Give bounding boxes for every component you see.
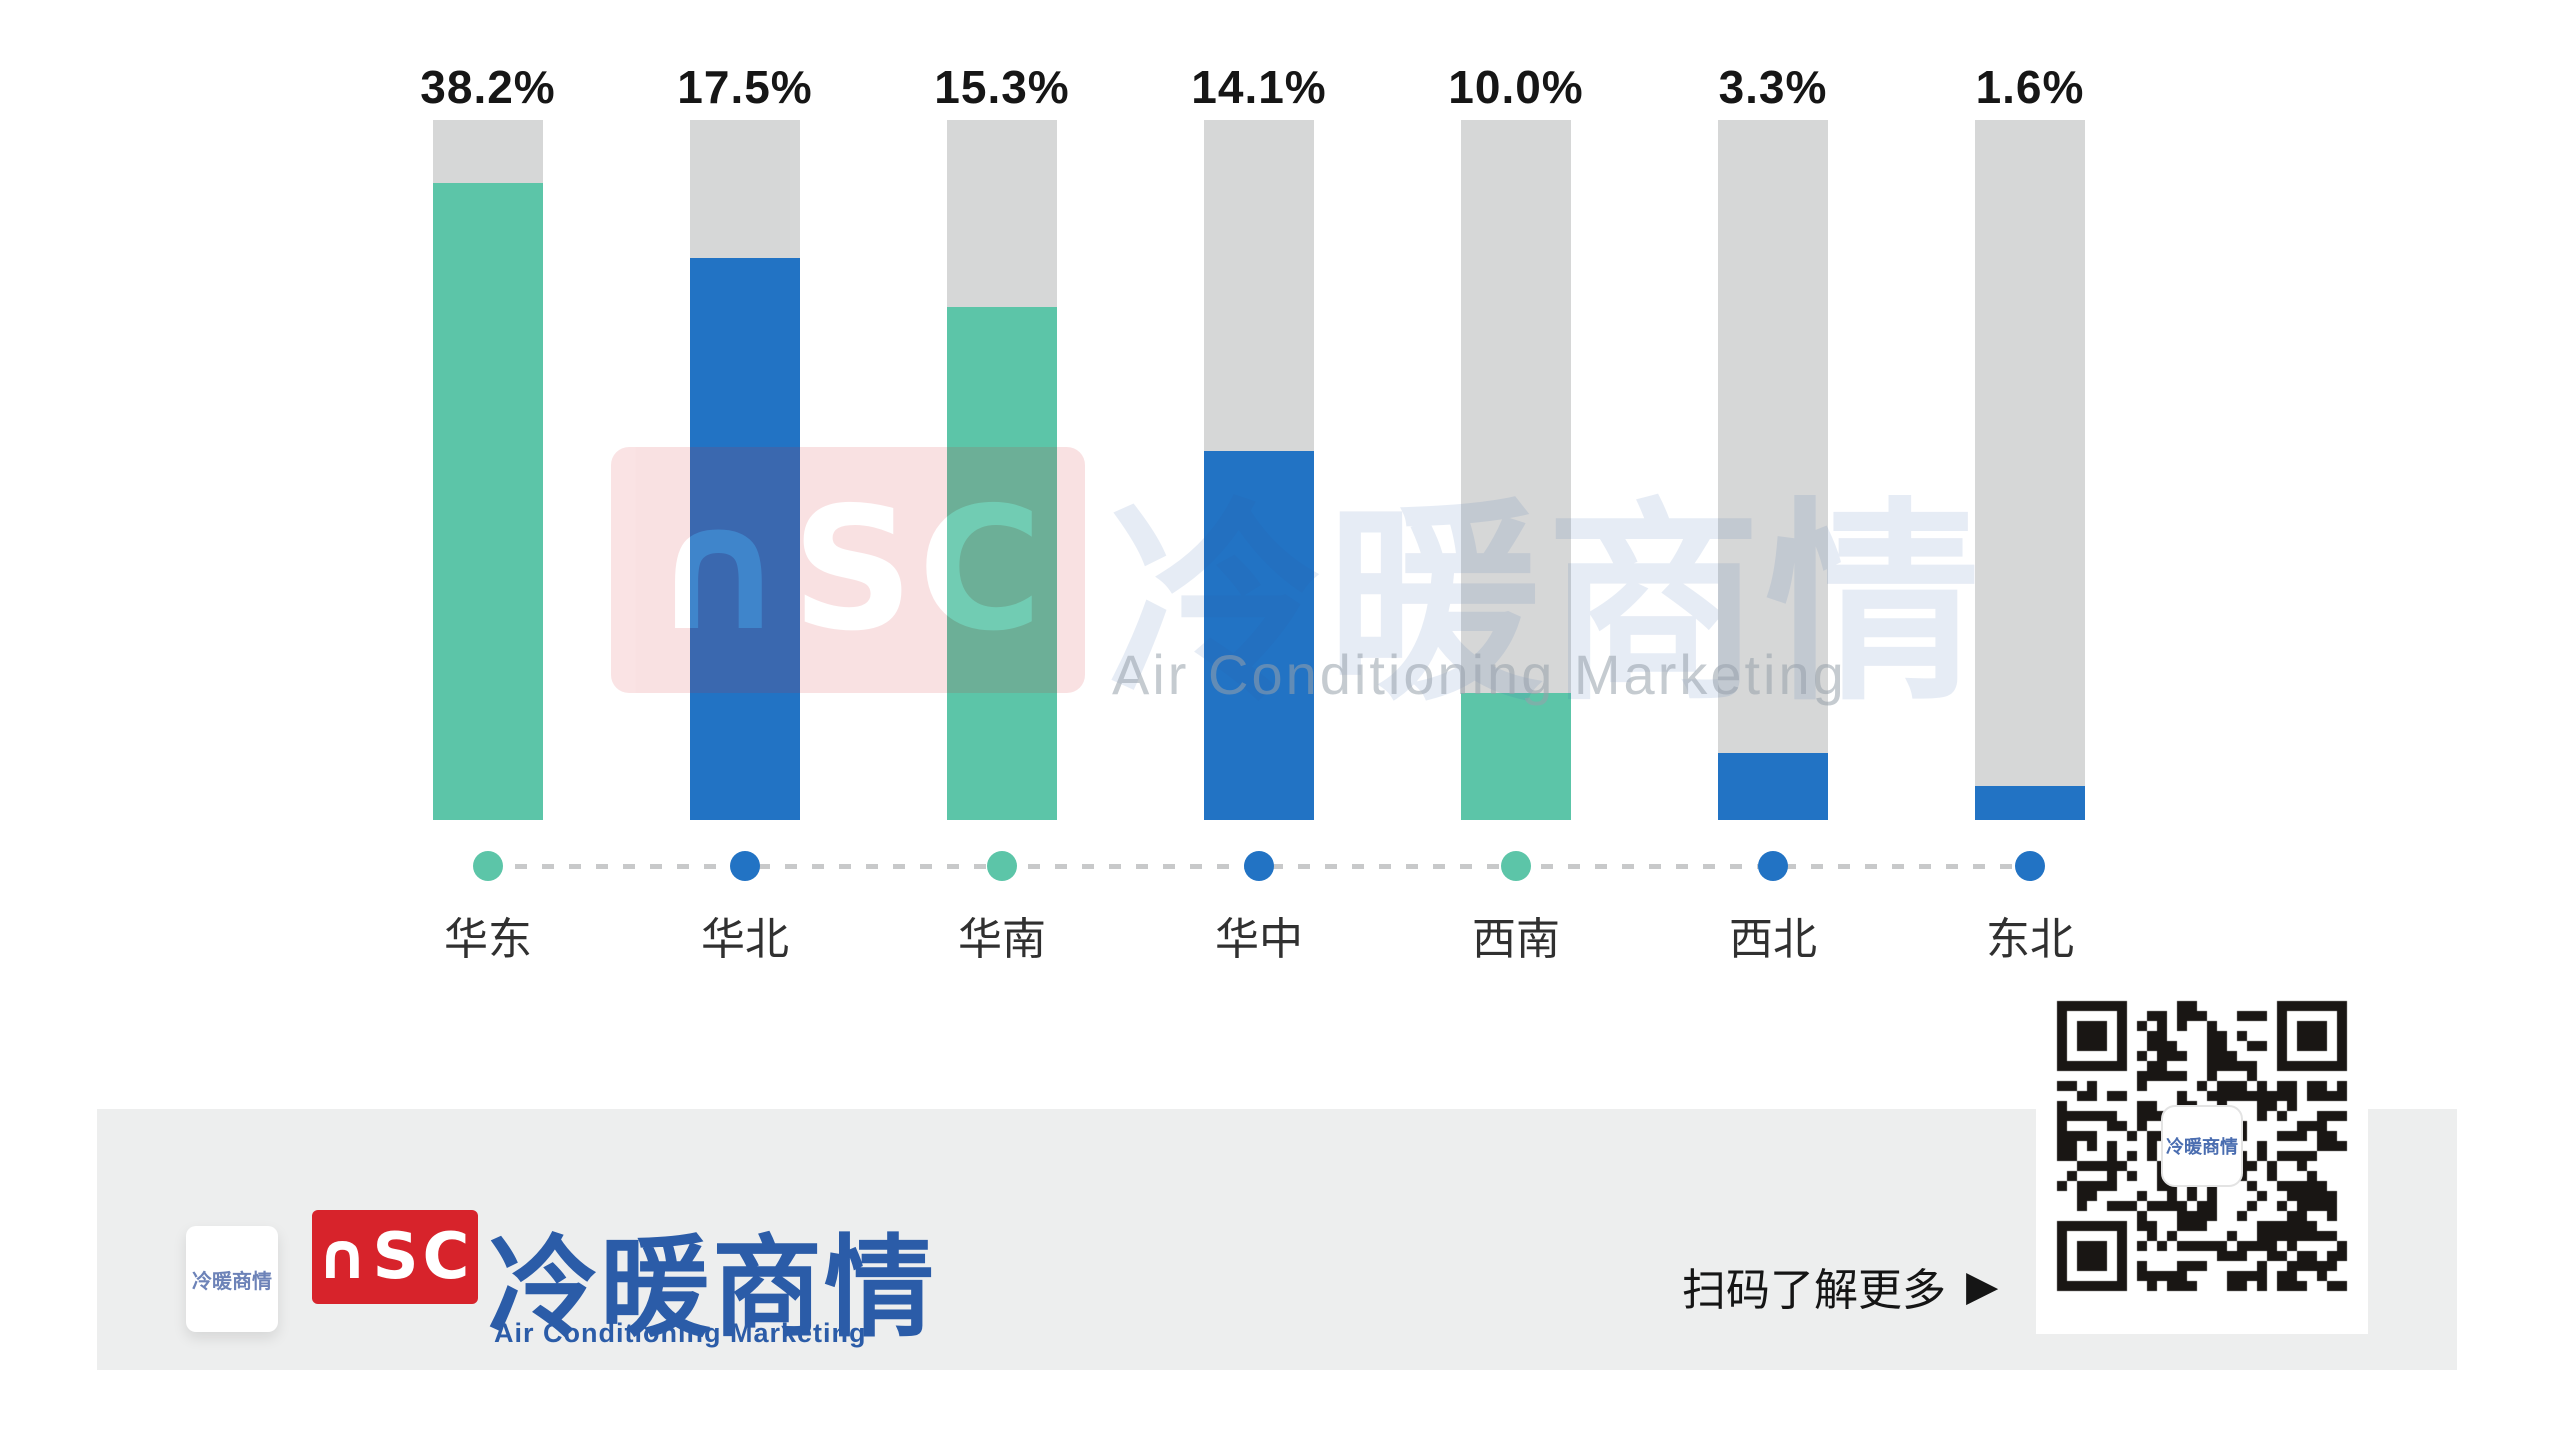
play-arrow-icon: ▶ bbox=[1966, 1262, 1999, 1309]
region-label: 华北 bbox=[701, 915, 789, 964]
bar-track bbox=[433, 120, 543, 820]
bar-column: 14.1% 华中 bbox=[1191, 0, 1325, 964]
bar-track bbox=[1718, 120, 1828, 820]
bar-value-label: 1.6% bbox=[1975, 61, 2085, 113]
bar-track bbox=[690, 120, 800, 820]
bar-column: 1.6% 东北 bbox=[1975, 0, 2085, 964]
region-label: 西南 bbox=[1472, 915, 1560, 964]
bar-value-label: 15.3% bbox=[934, 61, 1070, 113]
bar-track bbox=[1975, 120, 2085, 820]
bar-value-label: 10.0% bbox=[1448, 61, 1584, 113]
bar-value-label: 17.5% bbox=[677, 61, 813, 113]
bar-fill bbox=[1718, 753, 1828, 820]
region-label: 西北 bbox=[1729, 915, 1817, 964]
bar-column: 10.0% 西南 bbox=[1448, 0, 1582, 964]
axis-dot bbox=[1758, 851, 1788, 881]
bar-track bbox=[1461, 120, 1571, 820]
bar-fill bbox=[1204, 451, 1314, 820]
axis-dot bbox=[1244, 851, 1274, 881]
nsc-logo-letters: ∩SC bbox=[312, 1210, 478, 1304]
footer-brand-english: Air Conditioning Marketing bbox=[494, 1318, 867, 1348]
bar-column: 15.3% 华南 bbox=[934, 0, 1068, 964]
bar-value-label: 14.1% bbox=[1191, 61, 1327, 113]
bar-column: 3.3% 西北 bbox=[1718, 0, 1828, 964]
region-label: 东北 bbox=[1986, 915, 2074, 964]
bar-column: 17.5% 华北 bbox=[677, 0, 811, 964]
bar-fill bbox=[947, 307, 1057, 820]
region-label: 华中 bbox=[1215, 915, 1303, 964]
axis-dot bbox=[473, 851, 503, 881]
qr-code: 冷暖商情 bbox=[2036, 980, 2368, 1334]
axis-dot bbox=[730, 851, 760, 881]
bar-fill bbox=[690, 258, 800, 820]
bar-fill bbox=[1975, 786, 2085, 820]
scan-cta: 扫码了解更多 ▶ bbox=[1682, 1254, 1998, 1318]
footer-nsc-logo: ∩SC bbox=[312, 1210, 478, 1304]
footer-mini-logo: 冷暖商情 bbox=[186, 1226, 278, 1332]
scan-cta-text: 扫码了解更多 bbox=[1682, 1266, 1946, 1315]
bar-fill bbox=[433, 183, 543, 820]
bar-column: 38.2% 华东 bbox=[420, 0, 554, 964]
bar-value-label: 38.2% bbox=[420, 61, 556, 113]
bar-value-label: 3.3% bbox=[1718, 61, 1828, 113]
region-label: 华南 bbox=[958, 915, 1046, 964]
axis-dot bbox=[2015, 851, 2045, 881]
axis-dot bbox=[1501, 851, 1531, 881]
bar-track bbox=[1204, 120, 1314, 820]
bar-track bbox=[947, 120, 1057, 820]
footer-brand-chinese: 冷暖商情 bbox=[488, 1227, 936, 1350]
qr-center-logo: 冷暖商情 bbox=[2161, 1105, 2243, 1188]
axis-dot bbox=[987, 851, 1017, 881]
region-label: 华东 bbox=[444, 915, 532, 964]
bar-fill bbox=[1461, 693, 1571, 820]
